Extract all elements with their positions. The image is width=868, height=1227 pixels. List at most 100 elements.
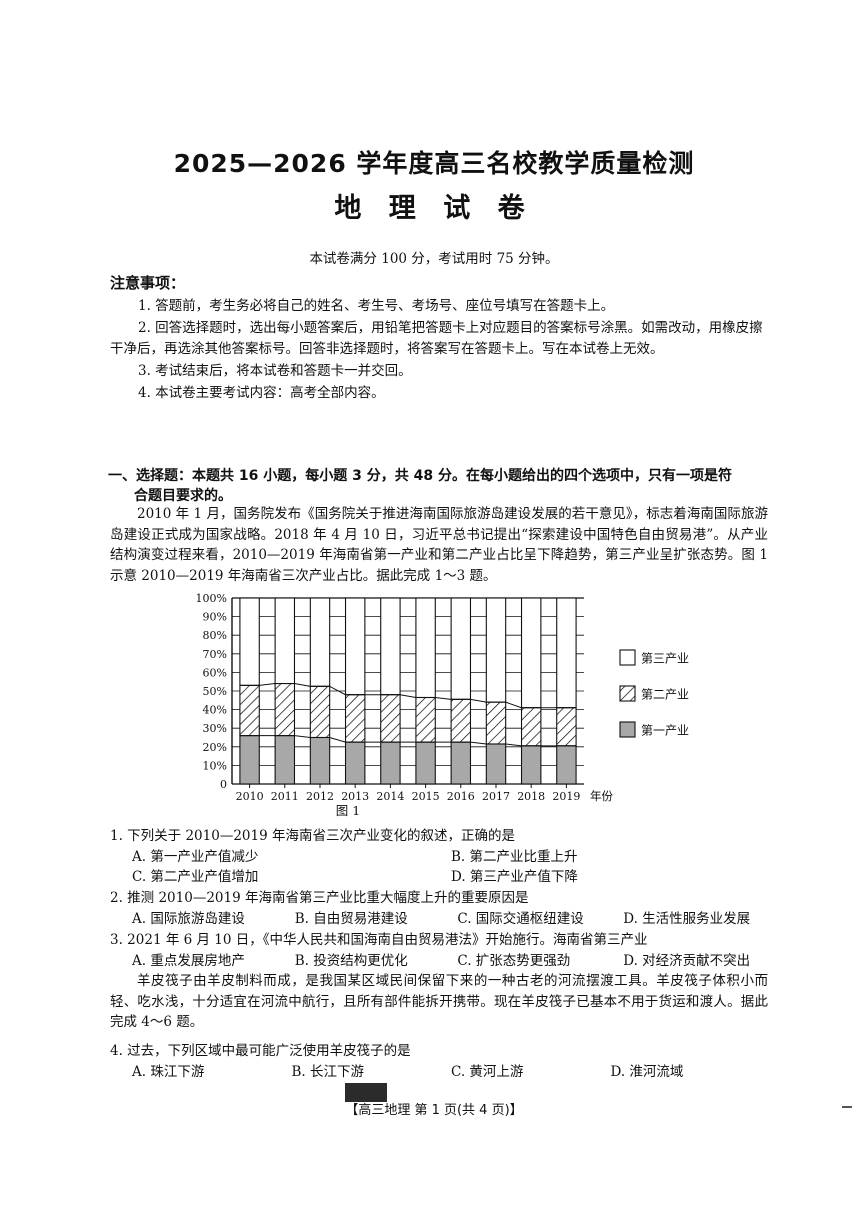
question-2-options: A. 国际旅游岛建设 B. 自由贸易港建设 C. 国际交通枢纽建设 D. 生活性… xyxy=(110,909,770,930)
question-1-option-d[interactable]: D. 第三产业产值下降 xyxy=(451,869,578,885)
x-axis-label-2015: 2015 xyxy=(412,790,440,803)
bar-secondary-2013 xyxy=(344,694,366,743)
bar-primary-2017 xyxy=(485,743,507,785)
question-2: 2. 推测 2010—2019 年海南省第三产业比重大幅度上升的重要原因是 A.… xyxy=(110,888,770,929)
bar-tertiary-2010 xyxy=(239,597,260,686)
question-1-option-c[interactable]: C. 第二产业产值增加 xyxy=(132,869,259,885)
bar-tertiary-2015 xyxy=(415,597,436,699)
question-4: 4. 过去，下列区域中最可能广泛使用羊皮筏子的是 A. 珠江下游 B. 长江下游… xyxy=(110,1041,770,1082)
notice-section: 注意事项： 1. 答题前，考生务必将自己的姓名、考生号、考场号、座位号填写在答题… xyxy=(110,272,770,405)
section-heading: 一、选择题：本题共 16 小题，每小题 3 分，共 48 分。在每小题给出的四个… xyxy=(108,466,776,506)
bar-secondary-2011 xyxy=(274,683,296,737)
notice-item-2: 2. 回答选择题时，选出每小题答案后，用铅笔把答题卡上对应题目的答案标号涂黑。如… xyxy=(110,320,763,357)
y-axis-label-0: 0 xyxy=(220,778,227,791)
legend-label-第二产业: 第二产业 xyxy=(641,688,689,702)
notice-item-4: 4. 本试卷主要考试内容：高考全部内容。 xyxy=(138,385,385,401)
y-axis-label-20: 20% xyxy=(203,741,227,754)
trendline-secondary xyxy=(239,683,577,709)
x-axis-label-2016: 2016 xyxy=(447,790,475,803)
y-axis-label-80: 80% xyxy=(203,629,227,642)
bar-primary-2013 xyxy=(344,741,366,785)
y-axis-label-50: 50% xyxy=(203,685,227,698)
page-title-line2: 地 理 试 卷 xyxy=(334,193,534,224)
question-3-option-a[interactable]: A. 重点发展房地产 xyxy=(132,952,245,969)
question-4-options: A. 珠江下游 B. 长江下游 C. 黄河上游 D. 淮河流域 xyxy=(110,1062,770,1083)
bar-secondary-2017 xyxy=(485,701,507,745)
x-axis-label-2012: 2012 xyxy=(306,790,334,803)
y-axis-label-100: 100% xyxy=(196,592,227,605)
section-heading-line2: 合题目要求的。 xyxy=(134,488,232,504)
exam-subtitle: 本试卷满分 100 分，考试用时 75 分钟。 xyxy=(309,251,559,267)
question-2-option-c[interactable]: C. 国际交通枢纽建设 xyxy=(457,910,584,927)
bar-primary-2016 xyxy=(450,741,472,785)
bar-tertiary-2017 xyxy=(485,597,507,703)
bar-primary-2010 xyxy=(239,735,260,785)
bar-primary-2018 xyxy=(520,745,542,785)
passage-2: 羊皮筏子由羊皮制料而成，是我国某区域民间保留下来的一种古老的河流摆渡工具。羊皮筏… xyxy=(110,973,768,1030)
bar-primary-2019 xyxy=(556,745,577,785)
x-axis-label-2017: 2017 xyxy=(482,790,510,803)
bar-tertiary-2013 xyxy=(344,597,366,696)
bar-tertiary-2016 xyxy=(450,597,472,700)
question-1-options: A. 第一产业产值减少 B. 第二产业比重上升 xyxy=(110,847,770,868)
question-1-option-a[interactable]: A. 第一产业产值减少 xyxy=(132,848,259,865)
bar-tertiary-2014 xyxy=(380,597,401,696)
question-1-option-b[interactable]: B. 第二产业比重上升 xyxy=(451,848,578,865)
bar-primary-2015 xyxy=(415,741,436,785)
question-4-option-d[interactable]: D. 淮河流域 xyxy=(610,1063,684,1080)
y-axis-label-30: 30% xyxy=(203,722,227,735)
notice-item-1: 1. 答题前，考生务必将自己的姓名、考生号、考场号、座位号填写在答题卡上。 xyxy=(138,298,615,314)
trendline-primary xyxy=(239,735,577,747)
bar-secondary-2012 xyxy=(309,685,331,739)
question-2-option-d[interactable]: D. 生活性服务业发展 xyxy=(623,910,751,927)
x-axis-label-2011: 2011 xyxy=(271,790,299,803)
question-1: 1. 下列关于 2010—2019 年海南省三次产业变化的叙述，正确的是 A. … xyxy=(110,826,770,888)
x-axis-label-2018: 2018 xyxy=(517,790,545,803)
section-heading-line1: 一、选择题：本题共 16 小题，每小题 3 分，共 48 分。在每小题给出的四个… xyxy=(108,468,732,484)
bar-secondary-2016 xyxy=(450,698,472,743)
legend-swatch-第三产业 xyxy=(619,649,636,666)
notice-heading: 注意事项： xyxy=(110,274,186,292)
question-1-stem: 1. 下列关于 2010—2019 年海南省三次产业变化的叙述，正确的是 xyxy=(110,828,515,844)
y-axis-label-10: 10% xyxy=(203,759,227,772)
question-4-stem: 4. 过去，下列区域中最可能广泛使用羊皮筏子的是 xyxy=(110,1043,411,1059)
question-4-option-c[interactable]: C. 黄河上游 xyxy=(451,1063,524,1080)
question-4-option-b[interactable]: B. 长江下游 xyxy=(291,1063,365,1080)
legend-swatch-第二产业 xyxy=(619,685,636,702)
page-title-line1: 2025—2026 学年度高三名校教学质量检测 xyxy=(173,149,695,178)
bar-secondary-2014 xyxy=(380,694,401,743)
passage-1: 2010 年 1 月，国务院发布《国务院关于推进海南国际旅游岛建设发展的若干意见… xyxy=(110,506,768,584)
bar-primary-2011 xyxy=(274,735,296,785)
y-axis-label-90: 90% xyxy=(203,611,227,624)
question-2-stem: 2. 推测 2010—2019 年海南省第三产业比重大幅度上升的重要原因是 xyxy=(110,890,529,906)
bar-tertiary-2018 xyxy=(520,597,542,709)
bar-tertiary-2012 xyxy=(309,597,331,687)
x-axis-label-2014: 2014 xyxy=(376,790,404,803)
question-4-option-a[interactable]: A. 珠江下游 xyxy=(132,1063,205,1080)
publisher-logo xyxy=(345,1083,387,1102)
question-2-option-b[interactable]: B. 自由贸易港建设 xyxy=(294,910,408,927)
y-axis-label-60: 60% xyxy=(203,666,227,679)
question-3-option-d[interactable]: D. 对经济贡献不突出 xyxy=(623,952,751,969)
question-3-option-c[interactable]: C. 扩张态势更强劲 xyxy=(457,952,571,969)
bar-primary-2014 xyxy=(380,741,401,785)
bar-secondary-2015 xyxy=(415,696,436,743)
question-3-option-b[interactable]: B. 投资结构更优化 xyxy=(294,952,408,969)
edge-mark xyxy=(842,1106,852,1108)
bar-secondary-2010 xyxy=(239,684,260,737)
question-1-options-row2: C. 第二产业产值增加 D. 第三产业产值下降 xyxy=(110,867,770,888)
x-axis-title: 年份 xyxy=(590,789,613,803)
bar-tertiary-2011 xyxy=(274,597,296,685)
bar-secondary-2019 xyxy=(556,707,577,747)
bar-tertiary-2019 xyxy=(556,597,577,709)
x-axis-label-2010: 2010 xyxy=(236,790,264,803)
y-axis-label-40: 40% xyxy=(203,704,227,717)
stacked-bar-chart: 0 10% 20% 30% 40% 50% 60% 70% 80% 90% 100% 2010 2011… xyxy=(196,592,689,803)
legend-label-第一产业: 第一产业 xyxy=(641,724,689,738)
y-axis-label-70: 70% xyxy=(203,648,227,661)
question-3-options: A. 重点发展房地产 B. 投资结构更优化 C. 扩张态势更强劲 D. 对经济贡… xyxy=(110,951,770,972)
bar-secondary-2018 xyxy=(520,707,542,747)
question-2-option-a[interactable]: A. 国际旅游岛建设 xyxy=(132,910,245,927)
bar-primary-2012 xyxy=(309,736,331,785)
